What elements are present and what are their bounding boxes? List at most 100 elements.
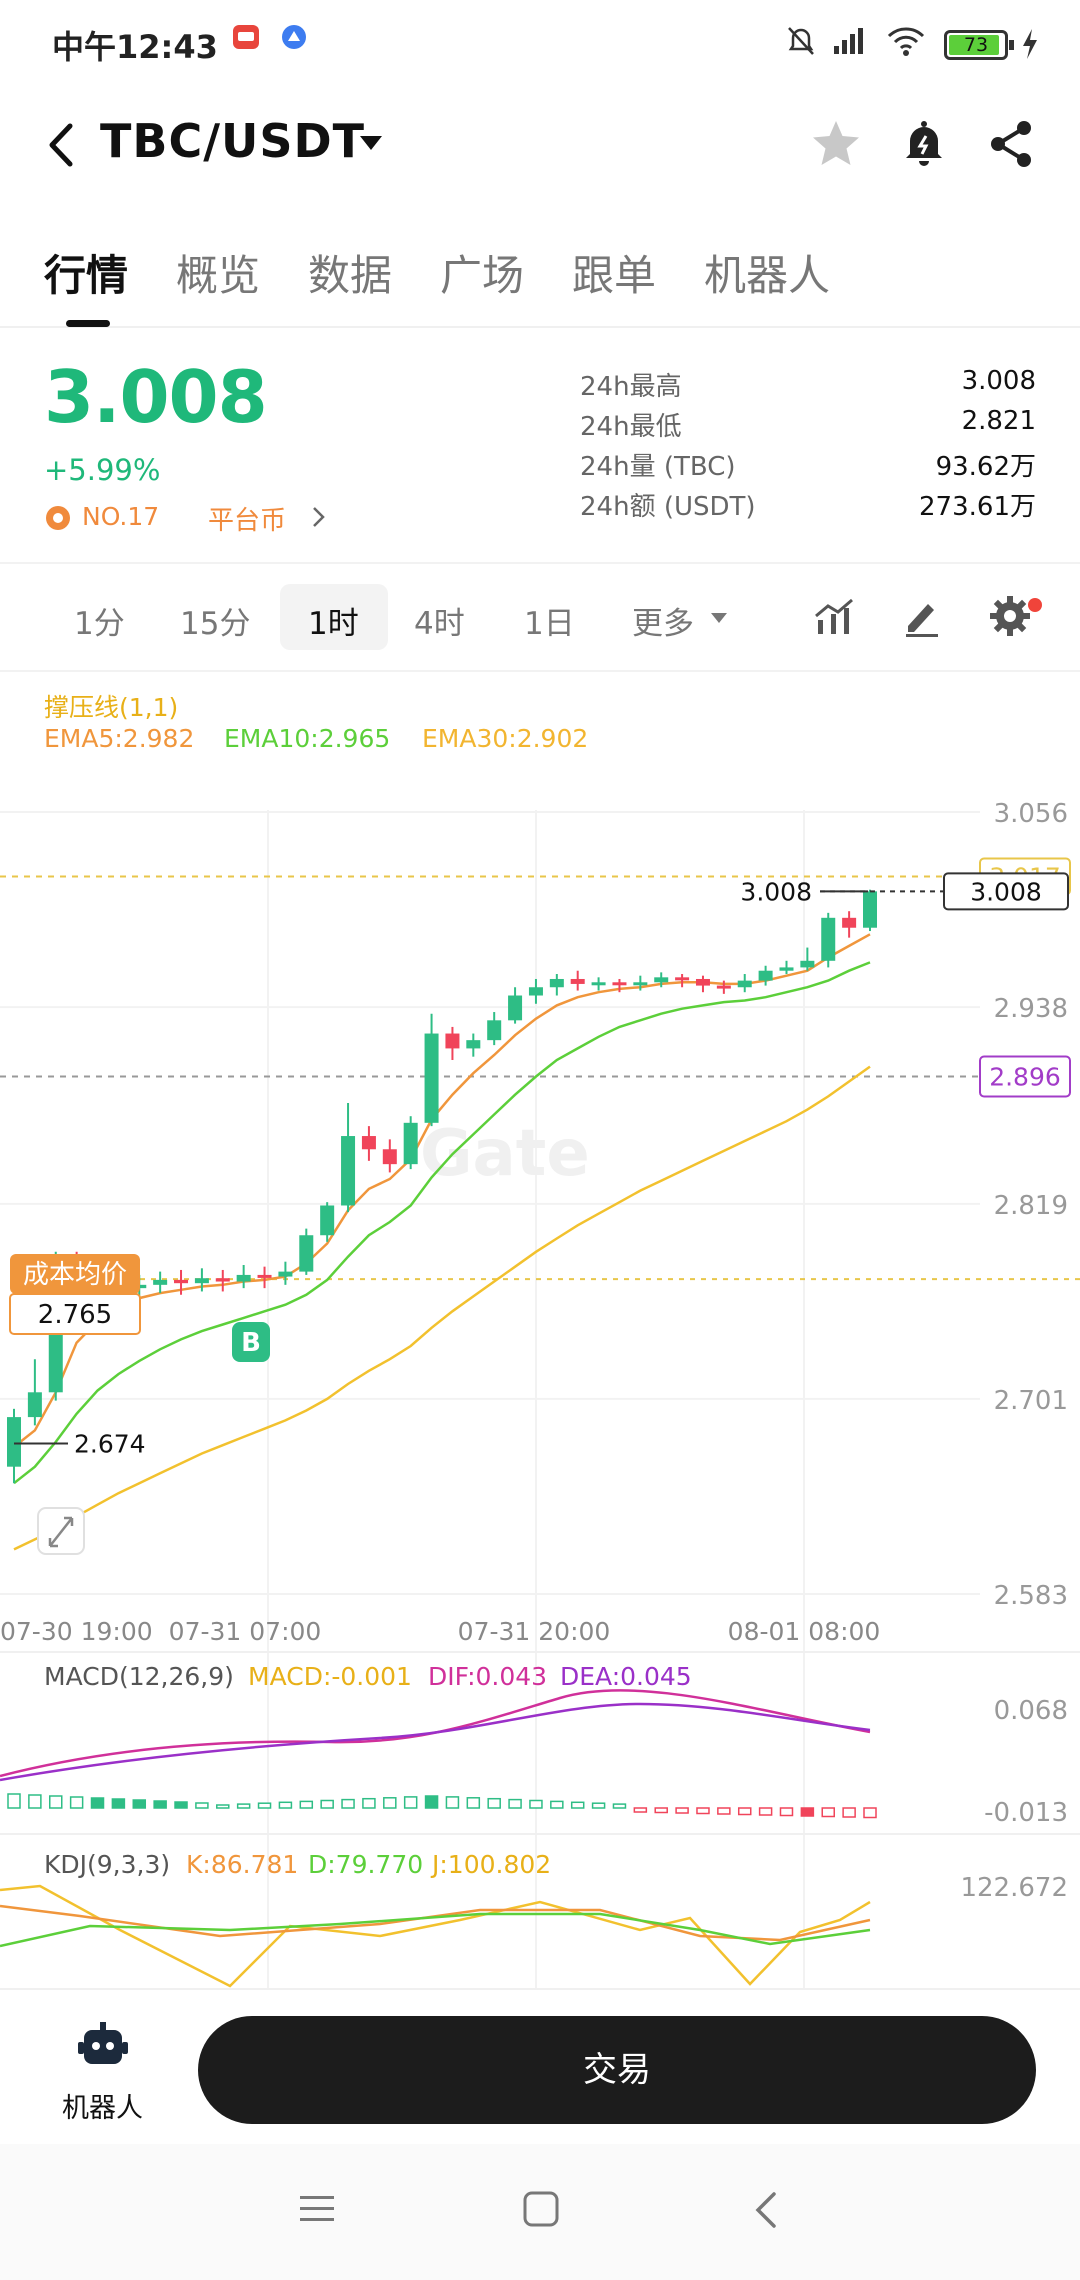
status-bar: 中午12:43 73 [0, 0, 1080, 90]
macd-legend-value: MACD:-0.001 [248, 1662, 412, 1691]
stat-value: 93.62万 [935, 452, 1036, 482]
y-axis-tick-label: 2.819 [994, 1191, 1068, 1221]
recent-apps-icon[interactable] [298, 2192, 338, 2226]
ema5-legend: EMA5:2.982 [44, 724, 195, 753]
macd-histogram-bar [654, 1807, 668, 1814]
more-dropdown-icon[interactable] [710, 612, 728, 624]
current-price-value: 3.008 [970, 877, 1042, 906]
chevron-right-icon[interactable] [312, 506, 326, 528]
tab-data[interactable]: 数据 [308, 251, 393, 300]
buy-marker: B [241, 1328, 261, 1358]
pair-title[interactable]: TBC/USDT [100, 114, 366, 168]
x-axis-tick-label: 07-31 20:00 [458, 1617, 611, 1646]
candle-body [654, 977, 669, 983]
candle-body [779, 967, 794, 971]
chart-settings-gear-icon[interactable] [988, 594, 1032, 638]
stat-row: 24h量 (TBC) 93.62万 [580, 446, 1036, 486]
stat-value: 273.61万 [919, 492, 1036, 522]
tab-square[interactable]: 广场 [440, 251, 525, 300]
macd-histogram-bar [466, 1797, 481, 1809]
macd-histogram-bar [383, 1797, 397, 1809]
macd-histogram-bar [800, 1807, 815, 1817]
stat-label: 24h量 (TBC) [580, 452, 736, 482]
divider [0, 562, 1080, 564]
timeframe-active-bg [280, 584, 388, 650]
candle-body [403, 1122, 418, 1165]
sr-line-legend: 撑压线(1,1) [44, 693, 179, 722]
ema5-line [13, 933, 871, 1448]
price-change: +5.99% [44, 453, 161, 487]
tab-market[interactable]: 行情 [44, 251, 129, 300]
tab-bot[interactable]: 机器人 [704, 251, 831, 300]
candle-body [842, 917, 857, 928]
timeframe-15m[interactable]: 15分 [180, 606, 251, 642]
back-arrow-icon[interactable] [42, 120, 82, 170]
share-icon[interactable] [984, 116, 1040, 172]
main-tabs: 行情 概览 数据 广场 跟单 机器人 [0, 228, 1080, 328]
cost-average-label-bg [10, 1254, 140, 1294]
kdj-y-tick: 122.672 [960, 1873, 1068, 1903]
battery-level: 73 [963, 34, 989, 56]
tab-overview[interactable]: 概览 [176, 251, 261, 300]
ema10-line [13, 961, 871, 1485]
candle-body [570, 978, 585, 984]
candle-body [341, 1136, 356, 1206]
battery-icon: 73 [944, 30, 1014, 60]
support-value: 2.896 [989, 1063, 1061, 1092]
home-icon[interactable] [522, 2190, 560, 2228]
trade-button[interactable]: 交易 [198, 2016, 1036, 2124]
y-axis-tick-label: 3.056 [994, 799, 1068, 829]
candle-body [633, 982, 648, 986]
dea-legend: DEA:0.045 [560, 1662, 692, 1691]
macd-histogram-bar [717, 1807, 731, 1815]
macd-histogram-bar [779, 1807, 794, 1817]
favorite-star-icon[interactable] [808, 116, 864, 172]
stats-panel: 24h最高 3.008 24h最低 2.821 24h量 (TBC) 93.62… [580, 366, 1036, 526]
candlestick-chart[interactable]: 3.0562.9382.8192.7012.583Gate3.0172.8963… [0, 670, 1080, 1988]
platform-coin-tag[interactable]: 平台币 [208, 506, 287, 536]
draw-pencil-icon[interactable] [900, 594, 944, 638]
y-axis-tick-label: 2.583 [994, 1581, 1068, 1611]
ema30-legend: EMA30:2.902 [422, 724, 589, 753]
timeframe-more[interactable]: 更多 [632, 606, 694, 642]
indicators-icon[interactable] [812, 594, 856, 638]
macd-histogram-bar [550, 1800, 564, 1809]
macd-histogram-bar [132, 1799, 147, 1809]
macd-histogram-bar [49, 1795, 63, 1809]
timeframe-1m[interactable]: 1分 [74, 606, 125, 642]
macd-histogram-bar [591, 1802, 606, 1809]
macd-histogram-bar [216, 1804, 230, 1809]
price-alert-bell-icon[interactable] [896, 116, 952, 172]
macd-histogram-bar [675, 1807, 689, 1814]
candle-body [424, 1033, 439, 1123]
kdj-d-line [0, 1912, 871, 1948]
candle-body [695, 978, 710, 986]
candle-body [153, 1279, 168, 1285]
pair-dropdown-icon[interactable] [358, 134, 384, 152]
candle-body [278, 1271, 293, 1277]
robot-label[interactable]: 机器人 [62, 2093, 143, 2124]
system-back-icon[interactable] [752, 2190, 780, 2230]
stat-value: 2.821 [961, 406, 1036, 436]
tab-copy-trading[interactable]: 跟单 [572, 251, 657, 300]
candle-body [361, 1136, 376, 1150]
macd-histogram-bar [153, 1800, 167, 1809]
macd-histogram-bar [28, 1794, 42, 1809]
d-legend: D:79.770 [308, 1850, 424, 1879]
candle-body [863, 891, 877, 928]
current-price-tag [943, 872, 1069, 911]
stat-row: 24h最高 3.008 [580, 366, 1036, 406]
timeframe-4h[interactable]: 4时 [414, 606, 465, 642]
timeframe-1d[interactable]: 1日 [524, 606, 575, 642]
macd-histogram-bar [362, 1797, 376, 1809]
last-price: 3.008 [44, 355, 268, 439]
notification-app-icon-2 [282, 25, 306, 49]
candle-body [382, 1149, 397, 1165]
candle-body [194, 1278, 209, 1284]
timeframe-1h[interactable]: 1时 [308, 606, 359, 642]
high-marker-value: 3.008 [740, 877, 812, 906]
robot-icon[interactable] [78, 2020, 128, 2072]
wifi-icon [887, 27, 925, 56]
macd-histogram-bar [821, 1807, 835, 1818]
macd-histogram-bar [90, 1797, 105, 1809]
